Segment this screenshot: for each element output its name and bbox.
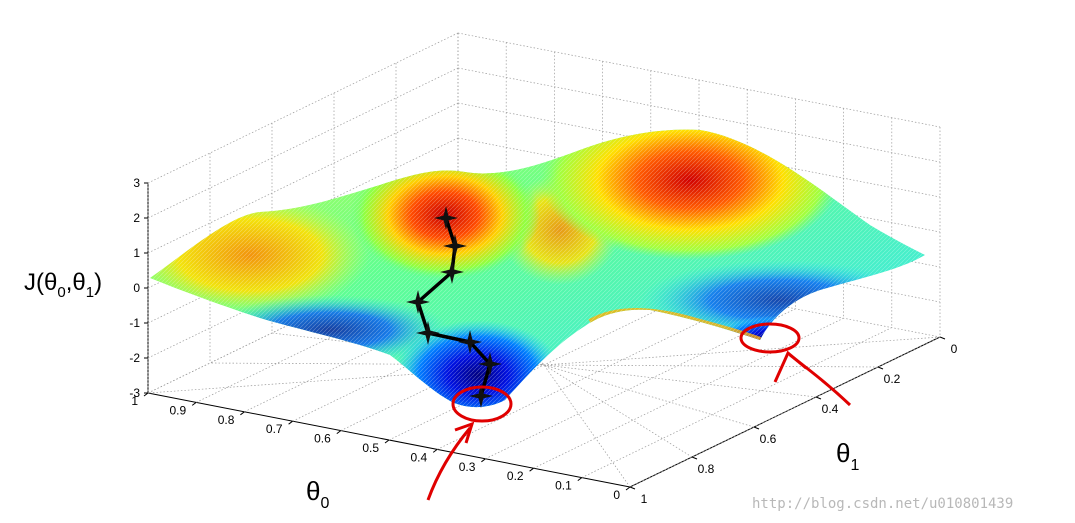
theta1-tick-mark [815,396,822,400]
grid-line-floor [581,327,892,478]
z-axis-title: J(θ0,θ1) [24,269,102,301]
theta0-tick-mark [143,392,149,397]
arrow-left-shaft [426,427,472,501]
axis-labels: J(θ0,θ1) θ0 θ1 http://blog.csdn.net/u010… [24,269,1013,512]
grid-line-floor [629,336,941,488]
descent-step-marker [440,260,464,284]
theta0-tick-label: 0.1 [555,479,572,493]
theta1-tick-label: 0.6 [760,432,777,446]
theta1-tick-mark [753,426,760,430]
descent-step-marker [443,234,467,258]
grid-line-floor [209,362,879,368]
theta0-tick-label: 0.8 [218,413,235,427]
theta0-tick-label: 0.9 [170,403,187,417]
descent-step-marker [469,384,493,408]
z-tick-label: -1 [129,316,140,330]
theta1-tick-mark [877,366,884,370]
theta1-tick-label: 0 [951,342,958,356]
grid-line-floor [437,299,748,450]
z-tick-label: 1 [133,246,140,260]
z-tick-label: 0 [133,281,140,295]
minimum-circle-right [739,322,801,354]
theta1-tick-mark [939,336,946,340]
grid-line-left-wall [147,32,459,184]
theta0-tick-label: 0.3 [459,460,476,474]
theta0-tick-mark [432,448,438,453]
cost-surface [150,129,925,408]
grid-line-floor [533,317,844,469]
descent-step-marker [434,206,458,230]
descent-step-marker [416,321,440,345]
theta0-tick-label: 1 [131,394,138,408]
theta0-tick-label: 0.5 [362,441,379,455]
theta1-tick-mark [691,456,698,460]
grid-line-left-wall [147,102,459,254]
theta1-tick-label: 0.4 [822,402,839,416]
theta0-tick-mark [625,486,631,491]
z-tick-label: 3 [133,176,140,190]
theta0-tick-label: 0 [613,488,620,502]
theta1-tick-label: 1 [641,492,648,506]
theta0-tick-label: 0.4 [411,450,428,464]
theta0-tick-mark [336,430,342,435]
theta1-tick-mark [629,486,636,490]
descent-path [406,206,502,408]
arrow-left-head [454,421,475,444]
annotations [426,322,852,501]
descent-step-marker [478,352,502,376]
z-tick-label: -2 [129,351,140,365]
watermark: http://blog.csdn.net/u010801439 [752,496,1013,512]
grid-line-left-wall [147,67,459,219]
descent-step-marker [458,330,482,354]
theta0-tick-label: 0.2 [507,469,524,483]
theta1-tick-label: 0.2 [884,372,901,386]
theta0-tick-mark [577,477,583,482]
theta0-tick-mark [529,467,534,472]
descent-step-marker [406,290,430,314]
minimum-circle-left [451,385,513,423]
theta0-tick-label: 0.6 [314,432,331,446]
grid-line-floor [485,308,796,460]
z-tick-label: -3 [129,386,140,400]
surface-fold-shadow [584,318,701,332]
y-axis-title: θ1 [836,438,859,474]
theta0-tick-mark [384,439,390,444]
theta0-tick-mark [481,458,486,463]
theta0-tick-mark [288,420,293,425]
grid-line-floor [388,289,700,441]
x-axis-title: θ0 [306,476,329,512]
theta1-tick-label: 0.8 [698,462,715,476]
arrow-right-head [773,350,807,383]
theta0-tick-mark [191,401,197,406]
z-tick-label: 2 [133,211,140,225]
theta0-tick-mark [240,411,245,416]
theta0-tick-label: 0.7 [266,422,283,436]
